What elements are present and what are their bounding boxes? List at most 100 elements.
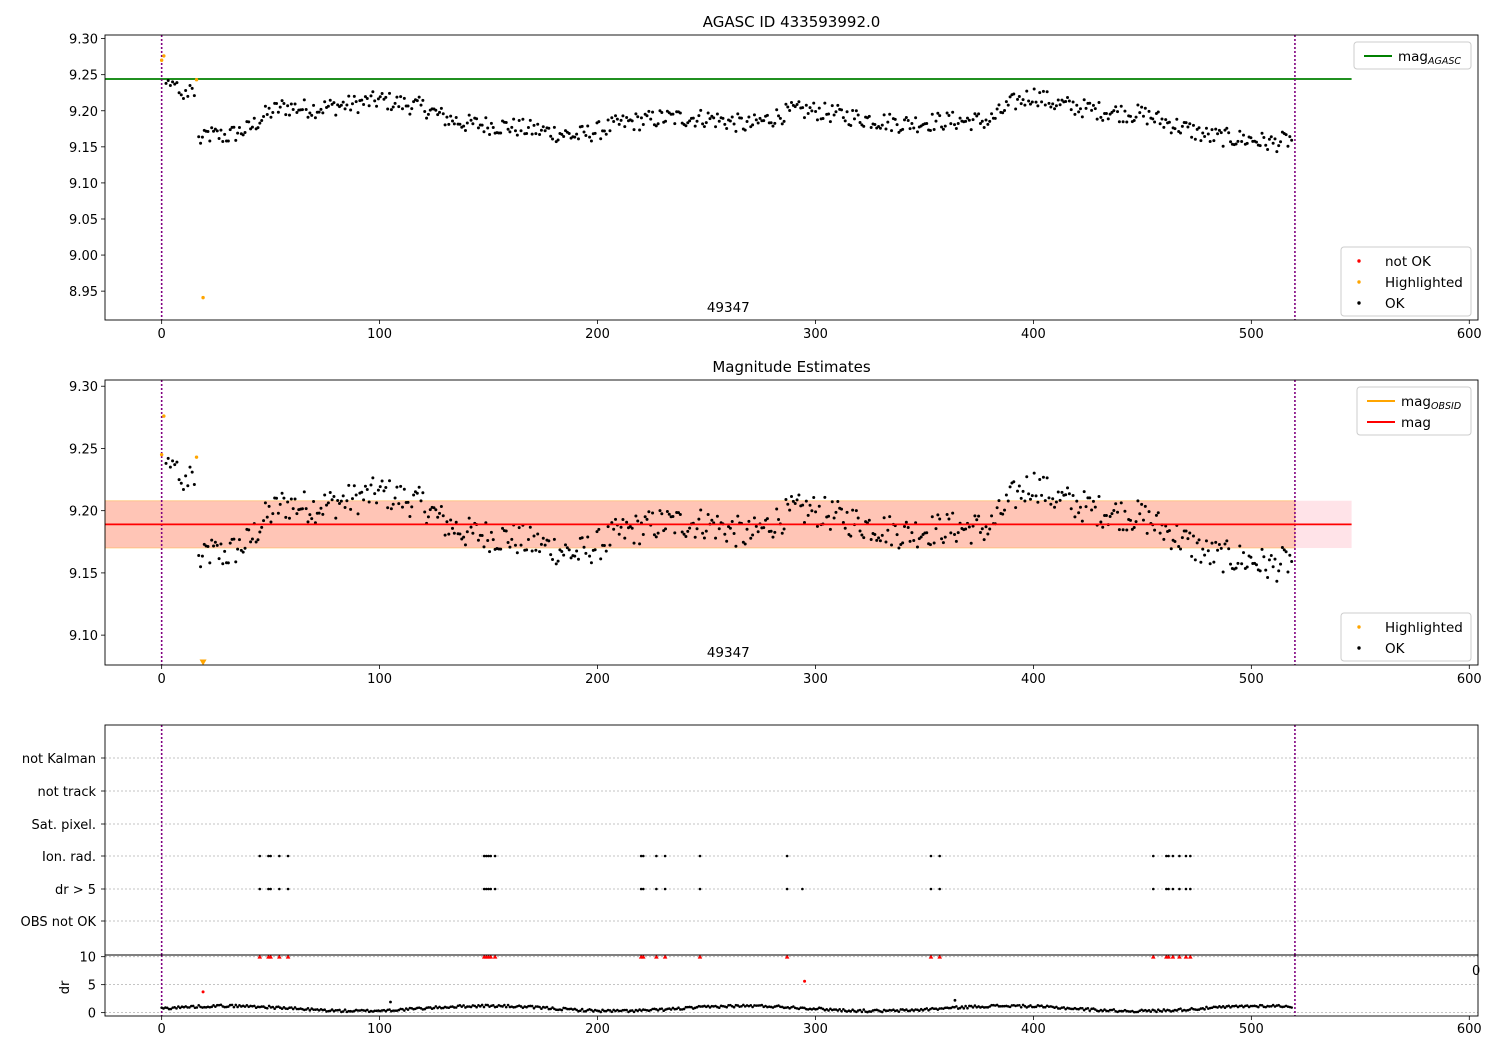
panel1-ok-point	[228, 128, 232, 132]
panel2-ok-point	[234, 560, 238, 564]
panel2-ok-point	[1053, 505, 1057, 509]
dr-point	[356, 1009, 360, 1012]
panel2-ok-point	[665, 510, 669, 514]
panel1-ok-point	[1021, 98, 1025, 102]
panel2-ok-point	[845, 510, 849, 514]
panel1-ok-point	[536, 122, 540, 126]
panel2-ok-point	[525, 548, 529, 552]
dr-point	[997, 1005, 1001, 1008]
dr-point	[328, 1009, 332, 1013]
panel2-ok-point	[706, 512, 710, 516]
ion-rad-flag-point	[1189, 854, 1192, 858]
dr-point	[453, 1006, 456, 1009]
panel2-ok-point	[1093, 505, 1097, 509]
panel1-ok-point	[930, 112, 934, 116]
panel2-ok-point	[1090, 508, 1094, 512]
panel2-ok-point	[1108, 514, 1112, 518]
panel2-ok-point	[343, 506, 347, 510]
panel2-ok-point	[743, 542, 747, 546]
panel2-ok-point	[771, 535, 775, 539]
panel1-ok-point	[1097, 101, 1101, 105]
panel1-ok-point	[756, 121, 760, 125]
panel2-ok-point	[1028, 497, 1032, 501]
panel2-ok-point	[1067, 492, 1071, 496]
dr-point	[549, 1007, 552, 1011]
panel2-ok-point	[797, 493, 801, 497]
panel1-ok-point	[1210, 128, 1214, 132]
panel2-ok-point	[286, 500, 290, 504]
dr-point	[169, 1007, 173, 1011]
panel2-ok-point	[621, 517, 625, 521]
panel2-ok-point	[1179, 547, 1183, 551]
panel2-ok-point	[1054, 500, 1058, 504]
panel2-ok-point	[1197, 538, 1201, 542]
panel1-ok-point	[1016, 97, 1020, 101]
panel1-ok-point	[400, 107, 404, 111]
panel1-bottom-legend-label-1: Highlighted	[1385, 275, 1463, 291]
panel1-ok-point	[1199, 139, 1203, 143]
panel1-ok-point	[467, 113, 471, 117]
panel2-ok-point	[862, 536, 866, 540]
panel2-ok-point	[302, 490, 306, 494]
panel2-ok-point	[782, 527, 786, 531]
dr-point	[460, 1005, 464, 1008]
panel2-ok-point	[1056, 490, 1060, 494]
panel1-ok-point	[901, 127, 905, 131]
panel2-ok-point	[177, 478, 181, 482]
panel2-ok-point	[1273, 557, 1277, 561]
panel1-ok-point	[265, 113, 269, 117]
panel2-ok-point	[1051, 497, 1055, 501]
panel1-ok-point	[769, 121, 773, 125]
dr-point	[627, 1010, 630, 1014]
panel2-ok-point	[471, 531, 475, 535]
panel1-ok-point	[1045, 90, 1049, 94]
panel2-ok-point	[449, 518, 453, 522]
panel1-ok-point	[1106, 117, 1110, 121]
panel1-ok-point	[512, 117, 516, 121]
dr-point	[575, 1008, 578, 1012]
panel2-ok-point	[1080, 519, 1084, 523]
panel2-ok-point	[443, 533, 447, 537]
panel2-bottom-legend-marker-1	[1357, 646, 1361, 650]
dr-clipped-point	[697, 954, 703, 959]
dr-point	[1010, 1004, 1014, 1007]
panel2-ok-point	[777, 518, 781, 522]
panel2-ok-point	[614, 517, 618, 521]
panel2-ok-point	[773, 530, 777, 534]
panel2-ok-point	[686, 529, 690, 533]
panel2-ok-point	[476, 538, 480, 542]
panel2-ok-point	[1249, 555, 1253, 559]
panel2-ok-point	[510, 537, 514, 541]
panel1-ok-point	[356, 111, 360, 115]
panel1-ok-point	[1167, 120, 1171, 124]
panel2-ok-point	[1212, 560, 1216, 564]
panel1-ok-point	[660, 111, 664, 115]
panel2-ok-point	[347, 483, 351, 487]
panel1-ok-point	[671, 112, 675, 116]
dr-point	[1260, 1003, 1264, 1007]
panel1-ok-point	[376, 97, 380, 101]
panel2-ok-point	[1121, 528, 1125, 532]
panel1-ok-point	[836, 103, 840, 107]
panel2-ok-point	[330, 498, 334, 502]
panel1-ok-point	[408, 112, 412, 116]
panel1-ok-point	[388, 91, 392, 95]
dr5-flag-point	[278, 887, 281, 891]
dr-point	[1016, 1004, 1019, 1007]
dr-point	[732, 1005, 736, 1009]
panel2-ok-point	[599, 557, 603, 561]
panel2-ok-point	[1234, 566, 1238, 570]
panel2-ok-point	[513, 543, 517, 547]
dr-point	[742, 1003, 745, 1007]
panel1-ok-point	[841, 116, 845, 120]
panel1-ok-point	[706, 111, 710, 115]
dr-point	[829, 1007, 832, 1011]
panel1-ok-point	[728, 119, 732, 123]
panel1-ok-point	[956, 122, 960, 126]
panel2-ok-point	[936, 513, 940, 517]
panel1-ok-point	[412, 100, 416, 104]
panel1-ok-point	[215, 129, 219, 133]
dr-point	[932, 1007, 936, 1011]
dr-point	[1179, 1007, 1182, 1010]
dr-point	[1031, 1005, 1034, 1009]
